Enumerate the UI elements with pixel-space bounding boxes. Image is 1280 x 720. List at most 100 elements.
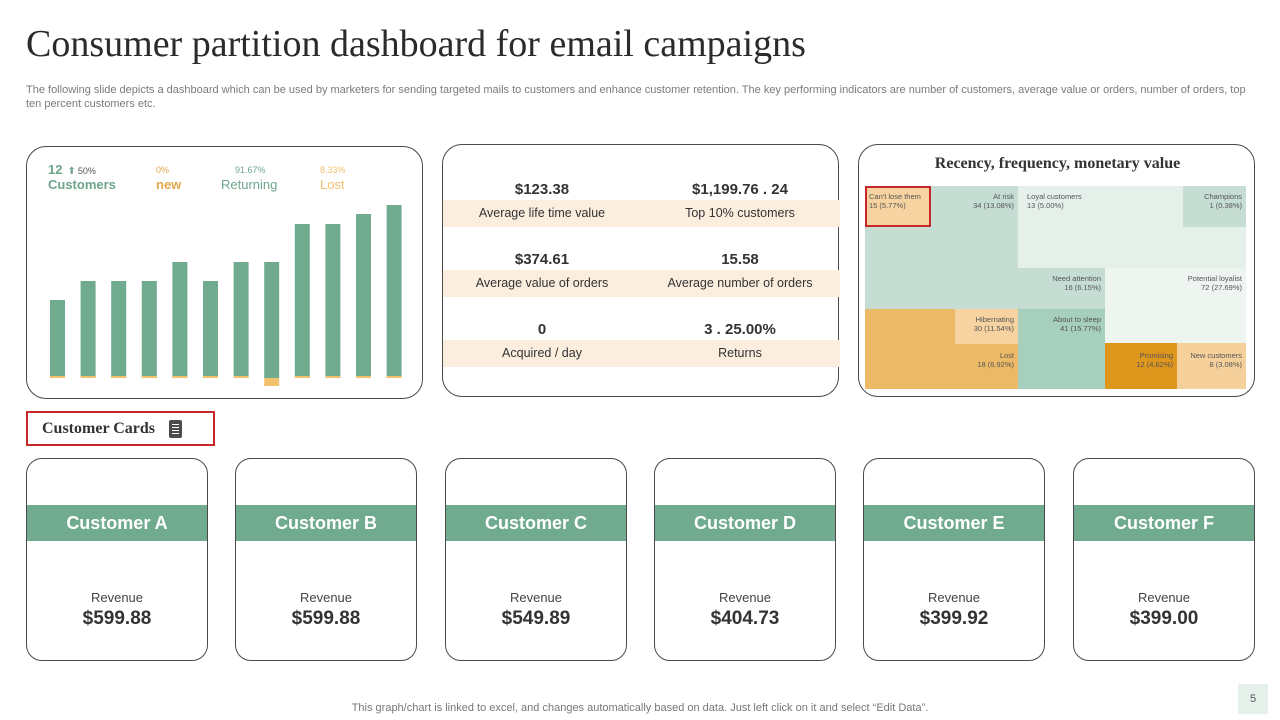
kpi-value: $123.38	[514, 181, 570, 198]
bar-returning	[294, 224, 310, 378]
rfm-cell-hibernating: Hibernating 30 (11.54%)	[955, 312, 1018, 336]
rfm-title: Recency, frequency, monetary value	[934, 155, 1181, 172]
segment-name: Lost	[999, 351, 1014, 360]
segment-name: About to sleep	[1053, 315, 1101, 324]
customer-card[interactable]: Customer B Revenue $599.88	[235, 458, 417, 661]
customer-card[interactable]: Customer F Revenue $399.00	[1073, 458, 1255, 661]
rfm-cell-cant-lose: Can't lose them 15 (5.77%)	[865, 189, 931, 213]
segment-name: Loyal customers	[1027, 192, 1082, 201]
returning-pct: 91.67%	[235, 165, 266, 175]
rfm-panel: Recency, frequency, monetary value Can't…	[858, 144, 1255, 397]
segment-name: Champions	[1204, 192, 1242, 201]
bar-returning	[325, 224, 341, 378]
rfm-cell-about-to-sleep: About to sleep 41 (15.77%)	[1018, 312, 1105, 336]
rfm-cell-potential-loyalist: Potential loyalist 72 (27.69%)	[1105, 271, 1246, 295]
rfm-potential-loyalist-tile	[1105, 268, 1246, 343]
revenue-label: Revenue	[718, 590, 772, 605]
revenue-value: $549.89	[501, 608, 571, 629]
kpi-label: Average value of orders	[475, 276, 609, 290]
kpi-label-row: Average life time value Top 10% customer…	[443, 200, 840, 227]
rfm-cell-loyal: Loyal customers 13 (5.00%)	[1023, 189, 1143, 213]
revenue-value: $599.88	[291, 608, 361, 629]
segment-value: 34 (13.08%)	[973, 201, 1014, 210]
rfm-cell-new-customers: New customers 8 (3.08%)	[1177, 348, 1246, 372]
customer-name: Customer A	[27, 505, 207, 541]
customers-label: Customers	[48, 177, 116, 192]
kpi-value: 15.58	[721, 251, 759, 268]
customers-pct: 50%	[77, 166, 96, 176]
bar-returning	[356, 214, 371, 378]
customer-card[interactable]: Customer D Revenue $404.73	[654, 458, 836, 661]
revenue-label: Revenue	[90, 590, 144, 605]
page-number: 5	[1238, 684, 1268, 714]
rfm-cell-at-risk: At risk 34 (13.08%)	[931, 189, 1018, 213]
kpi-label: Top 10% customers	[685, 206, 795, 220]
revenue-value: $399.00	[1129, 608, 1199, 629]
bar-lost	[325, 376, 341, 378]
rfm-champions-tile	[1183, 186, 1246, 227]
customer-name: Customer B	[236, 505, 416, 541]
bar-lost	[233, 376, 249, 378]
revenue-label: Revenue	[927, 590, 981, 605]
bar-returning	[80, 281, 96, 378]
bar-lost	[141, 376, 157, 378]
rfm-need-attention-tile	[1018, 268, 1105, 309]
lost-stat: 8.33% Lost	[320, 163, 346, 193]
lost-label: Lost	[320, 177, 345, 192]
rfm-cant-lose-tile	[865, 186, 931, 227]
new-label: new	[156, 177, 182, 192]
bar-returning	[172, 262, 188, 378]
revenue-label: Revenue	[1137, 590, 1191, 605]
kpi-panel: $123.38 $1,199.76 . 24 Average life time…	[442, 144, 840, 397]
customer-card[interactable]: Customer E Revenue $399.92	[863, 458, 1045, 661]
bar-returning	[50, 300, 65, 378]
page-title: Consumer partition dashboard for email c…	[26, 23, 806, 65]
returning-label: Returning	[221, 177, 278, 192]
rfm-loyal-tile	[1018, 186, 1183, 268]
segment-name: Can't lose them	[869, 192, 921, 201]
customer-card[interactable]: Customer C Revenue $549.89	[445, 458, 627, 661]
bar-lost	[356, 376, 371, 378]
bar-lost	[50, 376, 65, 378]
bar-lost	[386, 376, 402, 378]
customer-name: Customer F	[1074, 505, 1254, 541]
segment-name: Hibernating	[975, 315, 1014, 324]
segment-value: 41 (15.77%)	[1060, 324, 1101, 333]
segment-value: 1 (0.38%)	[1209, 201, 1242, 210]
bar-returning	[233, 262, 249, 378]
bar-returning	[111, 281, 127, 378]
revenue-value: $399.92	[919, 608, 989, 629]
kpi-value: 0	[537, 321, 547, 338]
kpi-value: 3 . 25.00%	[704, 321, 776, 338]
customers-stat: 12 ⬆ 50% Customers	[48, 163, 116, 193]
new-stat: 0% new	[156, 163, 181, 193]
page-subtitle: The following slide depicts a dashboard …	[26, 84, 1246, 110]
customer-card[interactable]: Customer A Revenue $599.88	[26, 458, 208, 661]
segment-value: 72 (27.69%)	[1201, 283, 1242, 292]
segment-name: Potential loyalist	[1187, 274, 1242, 283]
bar-lost	[203, 376, 218, 378]
rfm-champions-lower-tile	[1183, 227, 1246, 268]
rfm-lost-tile	[955, 344, 1018, 389]
segment-name: At risk	[993, 192, 1014, 201]
returning-stat: 91.67% Returning	[221, 163, 277, 193]
segment-name: New customers	[1190, 351, 1242, 360]
kpi-label-row: Average value of orders Average number o…	[443, 270, 840, 297]
segment-value: 18 (6.92%)	[977, 360, 1014, 369]
segment-value: 13 (5.00%)	[1027, 201, 1064, 210]
segment-value: 16 (6.15%)	[1064, 283, 1101, 292]
customer-name: Customer D	[655, 505, 835, 541]
lost-pct: 8.33%	[320, 165, 346, 175]
revenue-value: $599.88	[82, 608, 152, 629]
rfm-cell-lost: Lost 18 (6.92%)	[955, 348, 1018, 372]
customers-bar-chart	[50, 205, 402, 386]
bar-returning	[203, 281, 218, 378]
segment-name: Need attention	[1052, 274, 1101, 283]
new-pct: 0%	[156, 165, 170, 175]
customers-count: 12	[48, 162, 63, 177]
kpi-label: Returns	[718, 346, 762, 360]
bar-returning	[264, 262, 280, 378]
customers-chart-panel: 12 ⬆ 50% Customers 0% new 91.67% Returning…	[26, 146, 423, 399]
footnote: This graph/chart is linked to excel, and…	[351, 702, 929, 714]
segment-value: 15 (5.77%)	[869, 201, 906, 210]
